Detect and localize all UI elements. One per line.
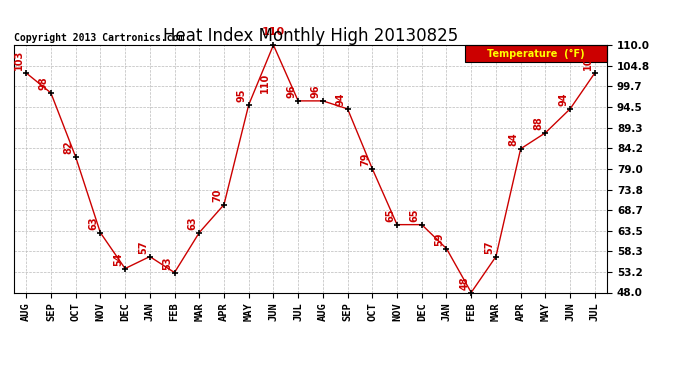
- Text: 103: 103: [583, 50, 593, 70]
- Text: 96: 96: [311, 85, 321, 98]
- Text: 94: 94: [558, 93, 568, 106]
- Title: Heat Index Monthly High 20130825: Heat Index Monthly High 20130825: [163, 27, 458, 45]
- Text: 96: 96: [286, 85, 296, 98]
- Text: Copyright 2013 Cartronics.com: Copyright 2013 Cartronics.com: [14, 33, 184, 42]
- Text: 54: 54: [113, 252, 123, 266]
- Text: 59: 59: [435, 232, 444, 246]
- Text: 103: 103: [14, 50, 24, 70]
- Text: 82: 82: [63, 140, 74, 154]
- Text: 63: 63: [88, 216, 99, 230]
- Text: 53: 53: [163, 256, 172, 270]
- Text: 94: 94: [335, 93, 346, 106]
- Text: 65: 65: [385, 209, 395, 222]
- Text: 57: 57: [484, 240, 494, 254]
- Text: 63: 63: [187, 216, 197, 230]
- Text: 110: 110: [260, 73, 270, 93]
- Text: 95: 95: [237, 88, 247, 102]
- FancyBboxPatch shape: [465, 45, 607, 62]
- Text: 79: 79: [360, 153, 371, 166]
- Text: 70: 70: [212, 188, 222, 202]
- Text: 88: 88: [533, 116, 544, 130]
- Text: 65: 65: [410, 209, 420, 222]
- Text: 98: 98: [39, 76, 49, 90]
- Text: 84: 84: [509, 132, 519, 146]
- Text: Temperature  (°F): Temperature (°F): [487, 49, 585, 59]
- Text: 57: 57: [138, 240, 148, 254]
- Text: 48: 48: [460, 276, 469, 290]
- Text: 110: 110: [262, 27, 285, 37]
